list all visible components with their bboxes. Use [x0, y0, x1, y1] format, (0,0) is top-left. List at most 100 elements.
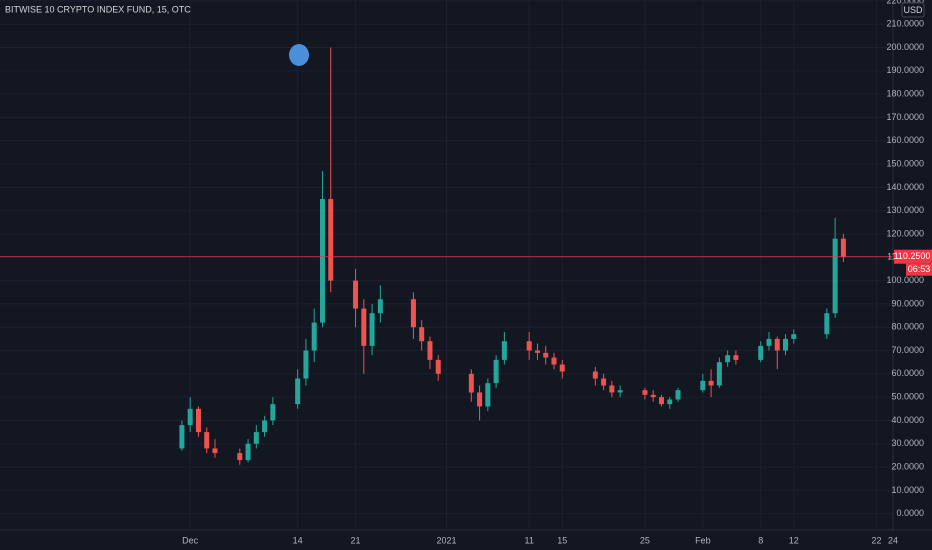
- y-tick-label: 10.0000: [891, 485, 924, 495]
- candle-body: [551, 357, 557, 365]
- candle-body: [419, 327, 425, 342]
- y-tick-label: 200.0000: [886, 42, 924, 52]
- y-tick-label: 40.0000: [891, 415, 924, 425]
- price-label-box: [894, 249, 932, 264]
- candle-body: [319, 199, 325, 323]
- y-tick-label: 170.0000: [886, 112, 924, 122]
- candle-body: [675, 390, 681, 400]
- candle-body: [295, 378, 301, 405]
- candle-body: [725, 355, 731, 363]
- candle-body: [650, 394, 656, 398]
- x-tick-label: 12: [789, 535, 799, 545]
- x-tick-label: 15: [557, 535, 567, 545]
- x-tick-label: 11: [525, 535, 534, 545]
- currency-label[interactable]: USD: [903, 5, 923, 15]
- candle-body: [708, 380, 714, 386]
- candle-body: [427, 341, 433, 360]
- candle-body: [559, 364, 565, 372]
- candle-body: [179, 425, 185, 449]
- annotation-marker: [289, 44, 309, 66]
- candle-body: [328, 199, 334, 281]
- candles: [0, 47, 893, 465]
- y-tick-label: 120.0000: [886, 228, 924, 238]
- candle-body: [716, 362, 722, 386]
- candle-body: [791, 334, 797, 339]
- candle-body: [642, 390, 648, 395]
- candle-body: [609, 385, 615, 393]
- candle-body: [824, 313, 830, 335]
- candle-body: [658, 397, 664, 405]
- price-axis: 0.0000 10.0000 20.0000 30.0000 40.0000 50.000…: [182, 0, 932, 545]
- candle-body: [493, 359, 499, 384]
- x-tick-label: 25: [640, 535, 650, 545]
- candle-body: [592, 371, 598, 379]
- candle-body: [435, 359, 441, 374]
- candle-body: [468, 373, 474, 393]
- candle-body: [774, 338, 780, 351]
- candle-body: [253, 432, 259, 444]
- y-tick-label: 160.0000: [886, 135, 924, 145]
- candle-body: [410, 299, 416, 328]
- currency-button[interactable]: [901, 2, 925, 18]
- candle-body: [783, 338, 789, 351]
- x-tick-label: 2021: [436, 535, 456, 545]
- candle-body: [311, 322, 317, 351]
- x-tick-label: Feb: [695, 535, 711, 545]
- candle-body: [733, 355, 739, 360]
- y-tick-label: 50.0000: [891, 392, 924, 402]
- x-tick-label: Dec: [182, 535, 199, 545]
- y-tick-label: 180.0000: [886, 89, 924, 99]
- candle-body: [369, 313, 375, 346]
- x-tick-label: 22: [871, 535, 881, 545]
- candle-body: [262, 420, 268, 433]
- candle-body: [766, 338, 772, 346]
- candle-body: [237, 453, 243, 461]
- y-tick-label: 140.0000: [886, 182, 924, 192]
- candle-body: [377, 299, 383, 314]
- chart-title: BITWISE 10 CRYPTO INDEX FUND, 15, OTC: [5, 4, 191, 14]
- x-tick-label: 24: [888, 535, 898, 545]
- countdown-label: 06:53: [908, 264, 931, 274]
- x-tick-label: 14: [293, 535, 303, 545]
- y-tick-label: 90.0000: [891, 298, 924, 308]
- y-tick-label: 80.0000: [891, 322, 924, 332]
- candle-body: [543, 352, 549, 358]
- candle-body: [667, 399, 673, 405]
- candle-body: [601, 378, 607, 386]
- candle-body: [832, 238, 838, 314]
- candle-body: [485, 383, 491, 407]
- candle-body: [758, 345, 764, 360]
- candle-body: [204, 432, 210, 449]
- candle-body: [477, 392, 483, 407]
- y-tick-label: 70.0000: [891, 345, 924, 355]
- candle-body: [840, 238, 846, 257]
- candle-body: [501, 341, 507, 360]
- y-tick-label: 130.0000: [886, 205, 924, 215]
- x-tick-label: 8: [758, 535, 763, 545]
- candle-body: [534, 350, 540, 353]
- y-tick-label: 60.0000: [891, 368, 924, 378]
- y-tick-label: 210.0000: [886, 19, 924, 29]
- candle-body: [617, 390, 623, 393]
- candle-body: [245, 443, 251, 461]
- countdown-box: [906, 263, 932, 276]
- y-tick-label: 30.0000: [891, 438, 924, 448]
- candle-body: [270, 404, 276, 421]
- y-tick-label: 0.0000: [896, 508, 924, 518]
- candle-body: [700, 380, 706, 391]
- y-tick-label: 100.0000: [886, 275, 924, 285]
- candle-body: [195, 408, 201, 433]
- candle-body: [303, 350, 309, 379]
- candle-body: [361, 308, 367, 346]
- y-tick-label: 150.0000: [886, 158, 924, 168]
- candle-body: [187, 408, 193, 426]
- y-tick-label: 20.0000: [891, 461, 924, 471]
- candle-body: [212, 448, 218, 454]
- price-label: 110.2500: [894, 251, 931, 261]
- candle-body: [353, 280, 359, 309]
- y-tick-label: 190.0000: [886, 65, 924, 75]
- candle-body: [526, 341, 532, 351]
